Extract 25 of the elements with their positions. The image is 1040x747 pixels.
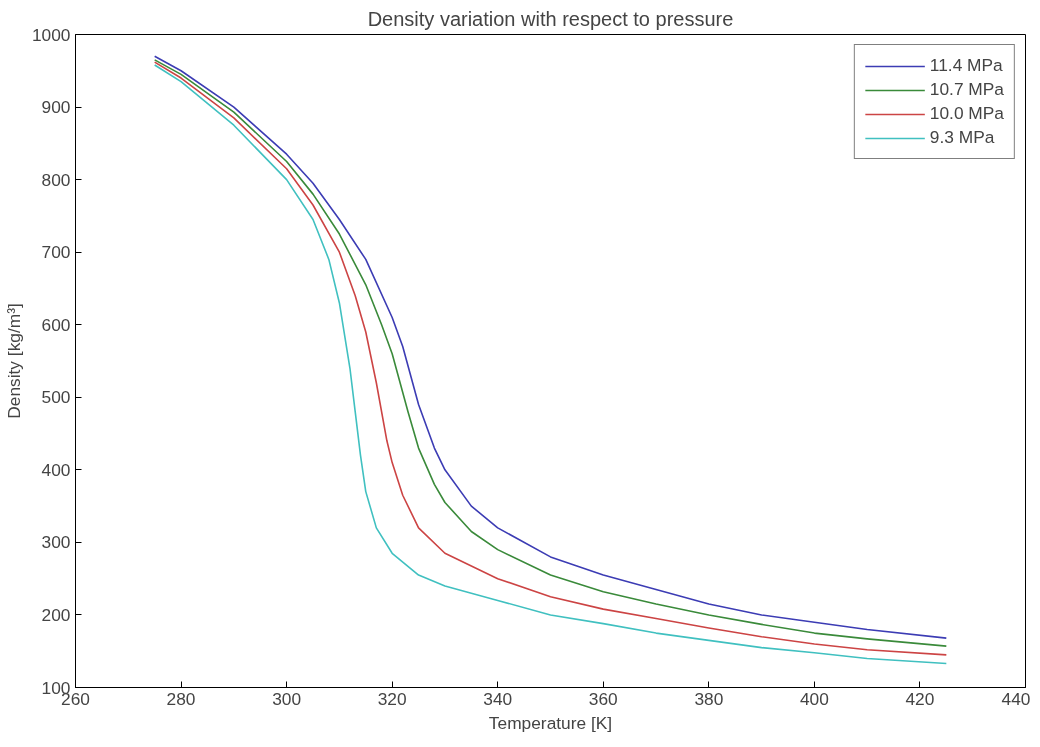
x-tick-label: 300	[272, 688, 302, 709]
y-tick-label: 300	[41, 532, 71, 553]
legend-label: 10.0 MPa	[929, 103, 1004, 124]
legend-label: 11.4 MPa	[929, 55, 1003, 76]
y-tick-label: 800	[41, 169, 71, 190]
x-tick-label: 440	[1001, 688, 1031, 709]
x-tick-label: 400	[799, 688, 829, 709]
x-tick-label: 340	[483, 688, 513, 709]
x-tick-label: 280	[166, 688, 196, 709]
y-tick-label: 500	[41, 387, 71, 408]
x-tick-label: 380	[694, 688, 724, 709]
legend-label: 10.7 MPa	[929, 79, 1004, 100]
y-tick-label: 1000	[31, 24, 71, 45]
y-tick-label: 900	[41, 97, 71, 118]
chart-title: Density variation with respect to pressure	[367, 7, 734, 30]
y-tick-label: 700	[41, 242, 71, 263]
x-tick-label: 360	[588, 688, 618, 709]
y-tick-label: 400	[41, 459, 71, 480]
x-tick-label: 320	[377, 688, 407, 709]
y-axis-title: Density [kg/m³]	[3, 303, 24, 419]
x-axis-title: Temperature [K]	[488, 712, 613, 733]
y-tick-label: 600	[41, 314, 71, 335]
x-tick-label: 420	[905, 688, 935, 709]
legend-label: 9.3 MPa	[929, 127, 995, 148]
y-tick-label: 200	[41, 604, 71, 625]
